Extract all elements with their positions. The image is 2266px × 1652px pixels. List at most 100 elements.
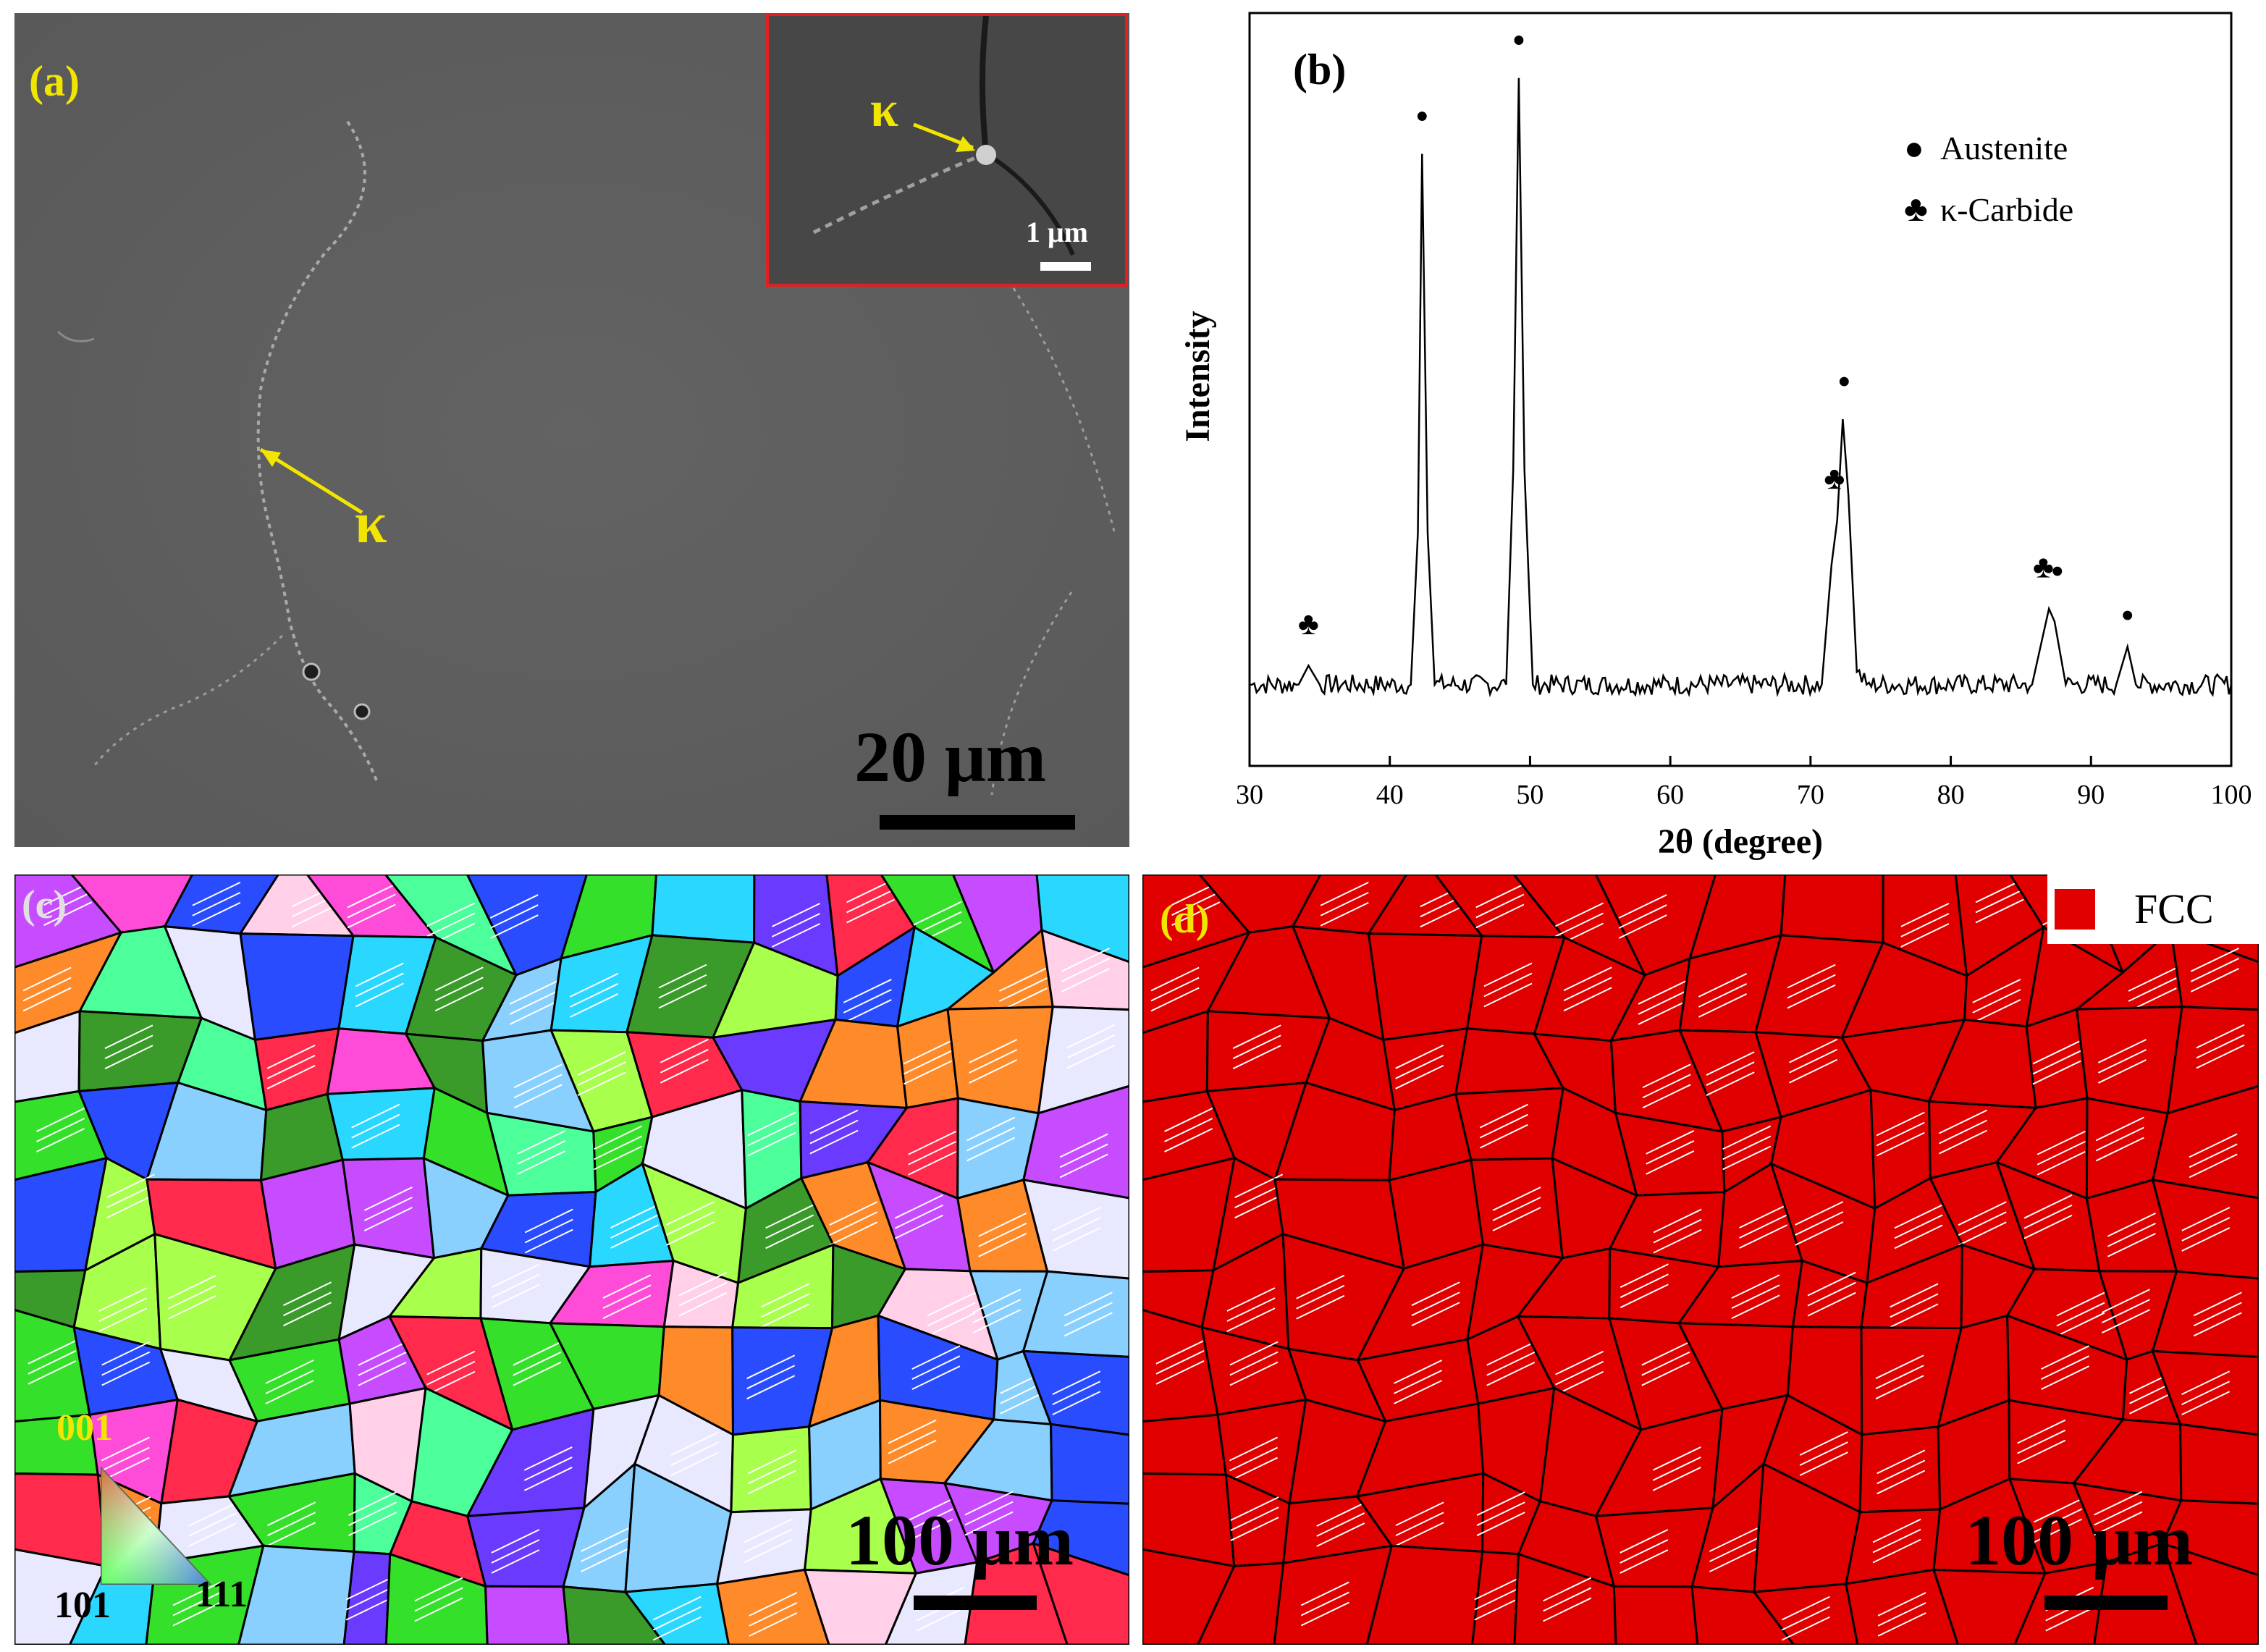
twin-boundary <box>434 977 484 1002</box>
twin-boundary <box>1232 1034 1281 1060</box>
twin-boundary <box>106 1194 155 1219</box>
twin-boundary <box>2023 1204 2073 1229</box>
twin-boundary <box>1877 1592 1926 1617</box>
grain <box>239 932 355 1042</box>
twin-boundary <box>1483 972 1533 998</box>
twin-boundary <box>846 898 895 924</box>
twin-boundary <box>1411 1302 1460 1327</box>
twin-boundary <box>966 1126 1015 1152</box>
x-tick-label-80: 80 <box>1937 780 1965 810</box>
twin-boundary <box>351 1103 400 1129</box>
twin-boundary <box>1731 1294 1780 1320</box>
peak-marker-4: ● <box>2121 602 2134 626</box>
twin-boundary <box>267 1501 316 1527</box>
twin-boundary <box>1316 1512 1365 1537</box>
grain <box>2151 1270 2259 1358</box>
twin-boundary <box>1229 1457 1279 1482</box>
twin-boundary <box>2190 958 2239 982</box>
twin-boundary <box>2196 1034 2245 1059</box>
twin-boundary <box>843 999 892 1024</box>
twin-boundary <box>1789 1048 1838 1074</box>
twin-boundary <box>101 1341 151 1366</box>
twin-boundary <box>414 1597 463 1622</box>
twin-boundary <box>1155 1339 1205 1365</box>
twin-boundary <box>2032 1050 2081 1075</box>
twin-boundary <box>1563 987 1612 1012</box>
twin-boundary <box>1709 1548 1758 1572</box>
twin-boundary <box>2107 1222 2156 1247</box>
twin-boundary <box>911 1365 961 1390</box>
twin-boundary <box>888 1419 937 1444</box>
twin-boundary <box>283 1302 332 1327</box>
twin-boundary <box>1296 1294 1345 1320</box>
twin-boundary <box>2037 1150 2086 1176</box>
twin-boundary <box>1638 980 1687 1005</box>
twin-boundary <box>513 1361 562 1386</box>
twin-boundary <box>192 881 241 906</box>
twin-boundary <box>2056 1302 2105 1327</box>
twin-boundary <box>1641 1341 1690 1366</box>
twin-boundary <box>358 1351 407 1376</box>
twin-boundary <box>1486 1351 1536 1376</box>
twin-boundary <box>652 1606 702 1631</box>
twin-boundary <box>829 1221 878 1247</box>
twin-boundary <box>1066 1044 1116 1069</box>
twin-boundary <box>517 1140 566 1165</box>
peak-marker-6: ♣ <box>1824 460 1845 496</box>
twin-boundary <box>1900 913 1950 937</box>
twin-boundary <box>1476 1512 1525 1536</box>
grain <box>1858 1425 1942 1514</box>
twin-boundary <box>1799 1431 1848 1456</box>
twin-boundary <box>1890 1303 1939 1328</box>
twin-boundary <box>36 1128 85 1152</box>
twin-boundary <box>524 1218 573 1244</box>
twin-boundary <box>1320 901 1369 927</box>
twin-boundary <box>2097 1049 2147 1074</box>
twin-boundary <box>347 893 396 919</box>
twin-boundary <box>28 1339 77 1365</box>
twin-boundary <box>1061 968 1110 993</box>
twin-boundary <box>904 1518 953 1543</box>
twin-boundary <box>660 1058 709 1084</box>
twin-boundary <box>22 987 72 1012</box>
panel-a-scale-label: 20 μm <box>854 717 1046 797</box>
twin-boundary <box>28 1360 77 1385</box>
twin-boundary <box>426 1350 476 1375</box>
twin-boundary <box>1475 893 1525 919</box>
twin-boundary <box>1052 1217 1101 1242</box>
twin-boundary <box>1709 1538 1758 1562</box>
grain <box>1142 1413 1228 1476</box>
twin-boundary <box>513 1063 563 1089</box>
twin-boundary <box>1646 1140 1695 1165</box>
twin-boundary <box>744 1518 793 1543</box>
twin-boundary <box>1226 1297 1276 1322</box>
twin-boundary <box>106 1184 155 1209</box>
twin-boundary <box>1052 1391 1101 1416</box>
twin-boundary <box>1476 1501 1525 1526</box>
twin-boundary <box>2041 1345 2089 1370</box>
twin-boundary <box>2128 967 2177 992</box>
twin-boundary <box>2190 948 2239 972</box>
twin-boundary <box>1938 1129 1987 1155</box>
twin-boundary <box>414 1577 463 1602</box>
twin-boundary <box>1739 1204 1788 1229</box>
twin-boundary <box>998 977 1048 1002</box>
twin-boundary <box>1900 923 1950 948</box>
twin-boundary <box>2041 1365 2089 1390</box>
twin-boundary <box>1234 1194 1284 1219</box>
twin-boundary <box>192 891 241 916</box>
twin-boundary <box>1320 881 1369 906</box>
twin-boundary <box>355 972 404 998</box>
twin-boundary <box>772 903 820 927</box>
twin-boundary <box>1638 990 1687 1015</box>
grain <box>1273 1544 1394 1645</box>
twin-boundary <box>1150 966 1200 992</box>
grain <box>946 1006 1054 1115</box>
twin-boundary <box>363 1187 413 1211</box>
twin-boundary <box>744 1528 793 1554</box>
twin-boundary <box>1618 904 1667 929</box>
twin-boundary <box>1652 1446 1701 1471</box>
twin-boundary <box>761 1283 809 1308</box>
ipf-color-key <box>101 1466 212 1585</box>
twin-boundary <box>1875 1365 1924 1390</box>
